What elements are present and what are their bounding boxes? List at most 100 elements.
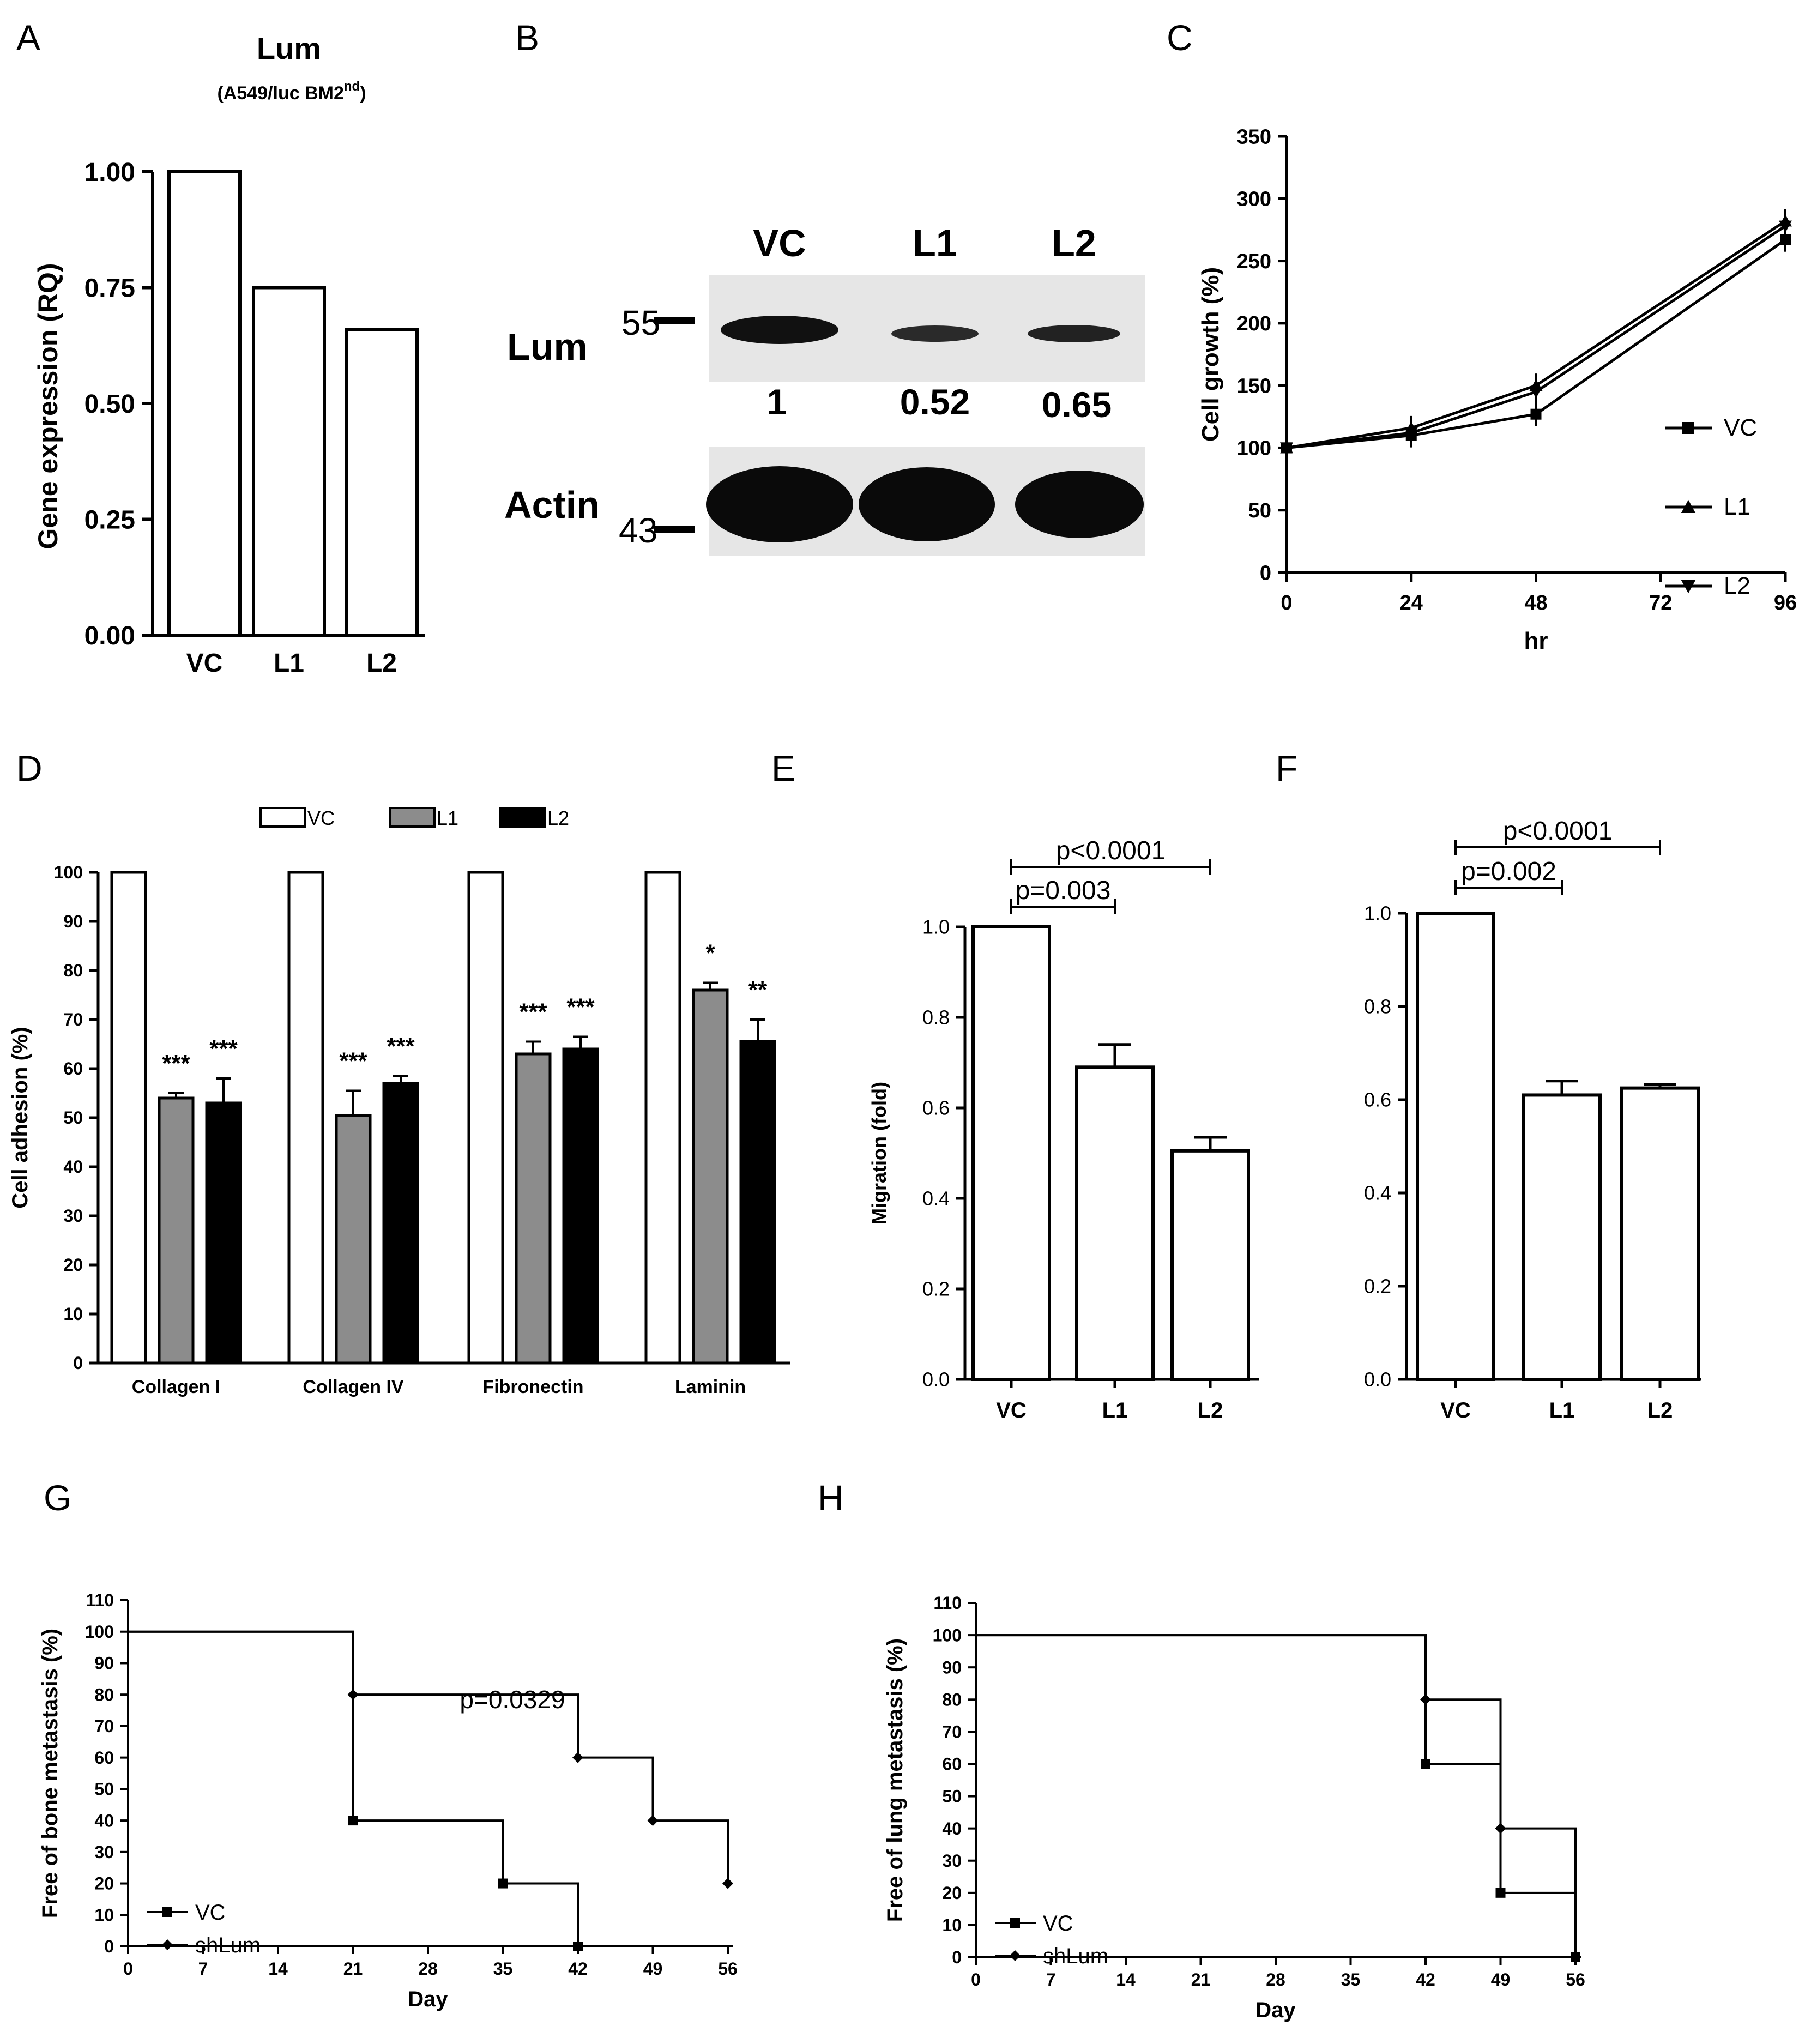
y-tick-label: 50 [94,1780,114,1799]
blot-row-label-actin: Actin [504,484,600,526]
censor-marker [1495,1888,1506,1898]
survival-curve [128,1630,729,1884]
legend-label: VC [1043,1912,1073,1936]
x-tick-label: 28 [418,1959,438,1979]
panel-letter-d: D [16,748,43,788]
panel-letter-a: A [16,17,40,58]
y-tick-label: 90 [942,1657,962,1677]
y-tick-label: 40 [63,1157,83,1177]
y-tick-label: 0.0 [922,1368,950,1391]
bar [1075,1065,1155,1382]
panel-a-title: Lum [257,31,321,65]
x-axis-label: hr [1524,628,1548,654]
panel-letter-g: G [44,1478,71,1518]
y-tick-label: 100 [85,1622,114,1642]
chart-f: 0.0 0.2 0.4 0.6 0.8 1.0 VC L1 L2 p<0.0001 p=0.002 [1364,817,1701,1422]
legend-label: L2 [547,807,569,829]
x-tick-label: 14 [1116,1970,1136,1989]
y-tick-label: 20 [63,1255,83,1275]
censor-marker [1421,1759,1430,1769]
bar [515,1052,552,1365]
panel-letter-h: H [818,1478,844,1518]
x-tick-label: 48 [1524,592,1547,614]
legend-label: VC [1724,414,1757,441]
y-tick-label: 1.0 [1364,902,1391,925]
y-tick-label: 1.00 [84,158,135,187]
bar [739,1040,776,1365]
p-value-label: p<0.0001 [1056,836,1166,865]
legend-marker [1682,422,1694,434]
x-tick-label: 7 [1046,1970,1056,1989]
blot-marker-tick [654,526,695,533]
y-tick-label: 20 [942,1883,962,1903]
x-tick-label: 0 [1281,592,1292,614]
y-tick-label: 60 [942,1754,962,1774]
chart-g: 0 10 20 30 40 50 60 70 80 90 100 110 0 7 14 21 28 35 42 49 5… [38,1590,738,2011]
x-tick-label: Laminin [675,1377,746,1397]
y-tick-label: 50 [63,1108,83,1127]
significance-label: *** [519,999,547,1026]
blot-row-label-lum: Lum [507,325,588,368]
significance-label: *** [339,1048,367,1075]
y-tick-label: 50 [1248,499,1271,522]
blot-marker-55: 55 [621,303,660,342]
panel-letter-f: F [1276,748,1297,788]
legend-label: L2 [1724,572,1750,599]
y-tick-label: 150 [1237,375,1271,397]
chart-c: 0 50 100 150 200 250 300 350 0 24 48 72 96 hr Cell gro… [1197,125,1797,654]
y-tick-label: 0.50 [84,390,135,419]
bar [252,286,326,637]
bar [1620,1086,1700,1381]
y-tick-label: 0 [73,1353,83,1373]
legend-marker [162,1939,173,1950]
y-tick-label: 0.2 [1364,1275,1391,1298]
x-tick-label: 42 [1416,1970,1435,1989]
y-axis-label: Free of lung metastasis (%) [883,1638,907,1922]
blot-quant: 1 [767,382,787,422]
y-tick-label: 70 [942,1722,962,1742]
y-tick-label: 80 [63,961,83,980]
survival-curve [976,1634,1577,1957]
y-tick-label: 300 [1237,188,1271,211]
x-tick-label: 56 [1566,1970,1585,1989]
bar [644,871,681,1365]
y-tick-label: 10 [63,1304,83,1324]
bar [205,1101,242,1365]
censor-marker [722,1878,733,1889]
y-tick-label: 10 [94,1905,114,1925]
series-line [1286,220,1786,449]
bar [1170,1149,1250,1382]
x-tick-label: 49 [1491,1970,1511,1989]
y-tick-label: 60 [63,1059,83,1078]
data-point [1530,408,1542,420]
x-tick-label: VC [186,649,223,678]
y-tick-label: 0 [104,1937,114,1956]
p-value-label: p=0.002 [1461,857,1556,886]
chart-h: 0 10 20 30 40 50 60 70 80 90 100 110 0 7 14 21 28 35 42 49 5… [883,1593,1585,2022]
legend-swatch [259,807,306,828]
blot-lane-label: L1 [913,222,957,264]
y-tick-label: 100 [1237,437,1271,460]
chart-d: 0 10 20 30 40 50 60 70 80 90 100 Cell adhesion (%) *… [8,807,790,1397]
p-value-label: p=0.003 [1016,876,1111,905]
censor-marker [1420,1694,1431,1705]
bar [110,871,147,1365]
x-tick-label: 96 [1774,592,1797,614]
y-tick-label: 10 [942,1915,962,1935]
y-tick-label: 0.6 [922,1097,950,1119]
x-tick-label: 0 [971,1970,981,1989]
x-tick-label: 35 [1341,1970,1361,1989]
legend-label: VC [307,807,335,829]
y-axis-label: Migration (fold) [868,1082,890,1225]
y-tick-label: 0.4 [1364,1182,1391,1204]
y-tick-label: 70 [94,1716,114,1736]
western-blot: VC L1 L2 Lum 55 1 0.52 0.65 Actin 43 [504,222,1145,556]
x-tick-label: 72 [1649,592,1672,614]
bar [287,871,324,1365]
y-tick-label: 0 [952,1947,962,1967]
censor-marker [498,1878,508,1889]
significance-label: ** [748,976,768,1003]
y-tick-label: 100 [54,863,83,882]
significance-label: *** [162,1050,190,1077]
x-axis-label: Day [408,1987,448,2011]
